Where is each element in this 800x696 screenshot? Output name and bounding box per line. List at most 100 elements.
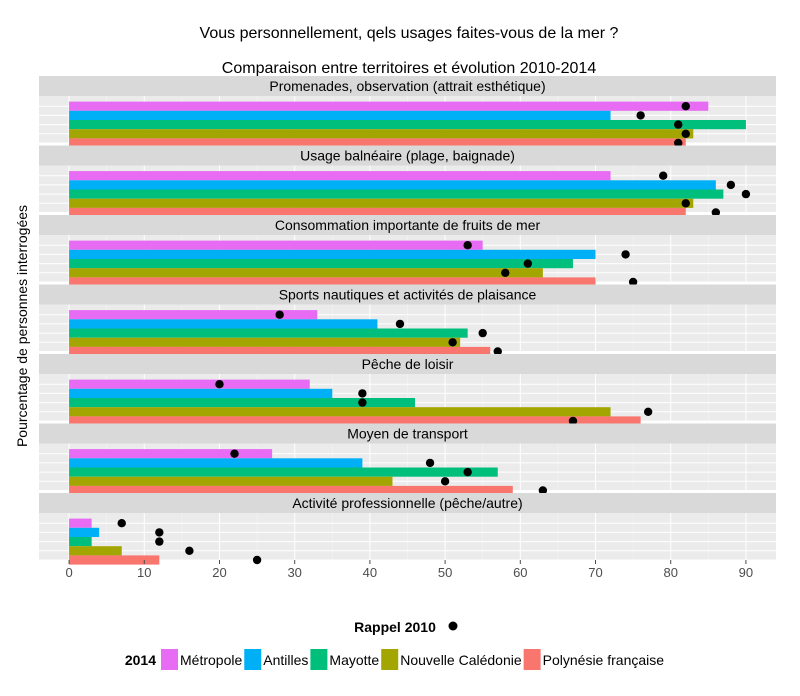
bar-2-2 [69, 259, 573, 269]
point-1-2 [741, 189, 751, 199]
bar-3-2 [69, 328, 468, 338]
point-2-4 [628, 277, 638, 287]
facet-strip [39, 145, 776, 166]
legend-key-4 [523, 649, 541, 670]
point-5-1 [425, 458, 435, 468]
bar-4-2 [69, 398, 416, 408]
x-tick-label: 10 [137, 565, 151, 580]
facet-strip-label: Pêche de loisir [362, 356, 454, 372]
bar-5-3 [69, 476, 393, 486]
chart-subtitle: Comparaison entre territoires et évoluti… [222, 60, 597, 77]
bar-1-2 [69, 189, 724, 199]
x-tick-label: 70 [588, 565, 602, 580]
bar-4-3 [69, 407, 611, 417]
point-6-3 [185, 546, 194, 555]
bar-2-0 [69, 240, 483, 250]
bar-6-1 [69, 527, 100, 537]
facet-3: Sports nautiques et activités de plaisan… [39, 284, 776, 357]
facet-strip [39, 76, 776, 96]
bar-0-0 [69, 101, 709, 111]
point-6-0 [117, 519, 126, 528]
bar-2-3 [69, 268, 543, 278]
legend-bar-title: 2014 [125, 652, 156, 668]
point-3-1 [395, 319, 405, 329]
facet-strip [39, 215, 776, 235]
point-6-1 [155, 528, 164, 537]
point-3-2 [478, 328, 487, 338]
point-0-4 [674, 138, 683, 148]
bar-1-0 [69, 171, 611, 181]
bar-4-0 [69, 379, 310, 389]
point-3-0 [275, 310, 284, 319]
bar-6-4 [69, 555, 160, 565]
point-5-4 [538, 486, 548, 495]
point-1-3 [681, 199, 690, 208]
legend-label-2: Mayotte [329, 652, 379, 668]
bar-0-4 [69, 138, 686, 148]
point-6-2 [155, 537, 164, 546]
bar-6-2 [69, 537, 92, 547]
point-0-3 [681, 129, 690, 138]
point-4-3 [643, 407, 653, 416]
bar-3-1 [69, 319, 378, 329]
bar-5-0 [69, 449, 273, 459]
point-5-2 [463, 467, 472, 477]
legend-label-0: Métropole [180, 652, 242, 668]
bar-4-1 [69, 388, 333, 398]
point-3-3 [448, 338, 457, 347]
point-4-1 [358, 389, 367, 398]
x-tick-label: 0 [65, 565, 72, 580]
point-4-4 [568, 416, 578, 426]
point-2-3 [501, 268, 510, 277]
bar-3-4 [69, 346, 491, 357]
legend-point-title: Rappel 2010 [354, 619, 436, 635]
point-4-0 [215, 380, 224, 389]
legend-2014: 2014 Métropole Antilles Mayotte Nouvelle Cal… [125, 649, 664, 670]
legend-label-4: Polynésie française [543, 652, 665, 668]
point-0-2 [674, 120, 683, 129]
point-2-1 [621, 250, 630, 259]
bar-5-4 [69, 485, 513, 496]
facet-strip-label: Usage balnéaire (plage, baignade) [300, 148, 515, 164]
facet-strip [39, 493, 776, 513]
legend-key-3 [381, 649, 399, 670]
bar-5-2 [69, 467, 498, 477]
bar-5-1 [69, 458, 363, 468]
bar-3-3 [69, 337, 461, 347]
bar-0-1 [69, 110, 611, 120]
facet-5: Moyen de transport [39, 423, 776, 496]
bar-2-4 [69, 277, 596, 287]
facet-4: Pêche de loisir [39, 354, 776, 426]
bar-4-4 [69, 416, 641, 426]
bar-6-3 [69, 546, 122, 556]
bar-0-3 [69, 129, 694, 139]
x-tick-label: 30 [287, 565, 301, 580]
point-3-4 [493, 347, 502, 356]
facet-0: Promenades, observation (attrait esthéti… [39, 76, 776, 148]
bar-2-1 [69, 249, 596, 259]
legend-point-marker [448, 621, 458, 631]
point-5-3 [440, 477, 450, 486]
facet-strip-label: Activité professionnelle (pêche/autre) [292, 495, 522, 511]
facet-strip-label: Sports nautiques et activités de plaisan… [279, 287, 537, 303]
point-4-2 [358, 398, 367, 407]
point-1-4 [711, 208, 721, 217]
point-5-0 [230, 449, 239, 458]
legend-key-0 [161, 649, 178, 670]
x-axis: 0 10 20 30 40 50 60 70 80 90 [65, 560, 753, 580]
facet-strip [39, 354, 776, 374]
point-1-0 [658, 171, 668, 180]
facet-1: Usage balnéaire (plage, baignade) [39, 145, 776, 218]
x-tick-label: 60 [513, 565, 527, 580]
legend-rappel-2010: Rappel 2010 [354, 619, 458, 635]
legend-key-2 [310, 649, 328, 670]
point-2-2 [523, 259, 533, 268]
legend-key-1 [244, 649, 262, 670]
bar-1-4 [69, 207, 686, 218]
chart-title: Vous personnellement, qels usages faites… [200, 25, 619, 42]
facet-strip-label: Moyen de transport [347, 426, 468, 442]
point-6-4 [252, 555, 262, 565]
facet-panels: Promenades, observation (attrait esthéti… [39, 76, 776, 565]
y-axis-title: Pourcentage de personnes interrogées [14, 205, 30, 447]
